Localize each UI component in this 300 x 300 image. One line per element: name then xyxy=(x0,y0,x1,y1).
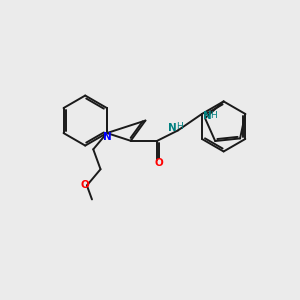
Text: N: N xyxy=(203,111,212,121)
Text: O: O xyxy=(154,158,163,168)
Text: O: O xyxy=(80,181,89,190)
Text: H: H xyxy=(176,122,183,131)
Text: H: H xyxy=(211,111,217,120)
Text: N: N xyxy=(103,132,112,142)
Text: N: N xyxy=(168,123,177,134)
